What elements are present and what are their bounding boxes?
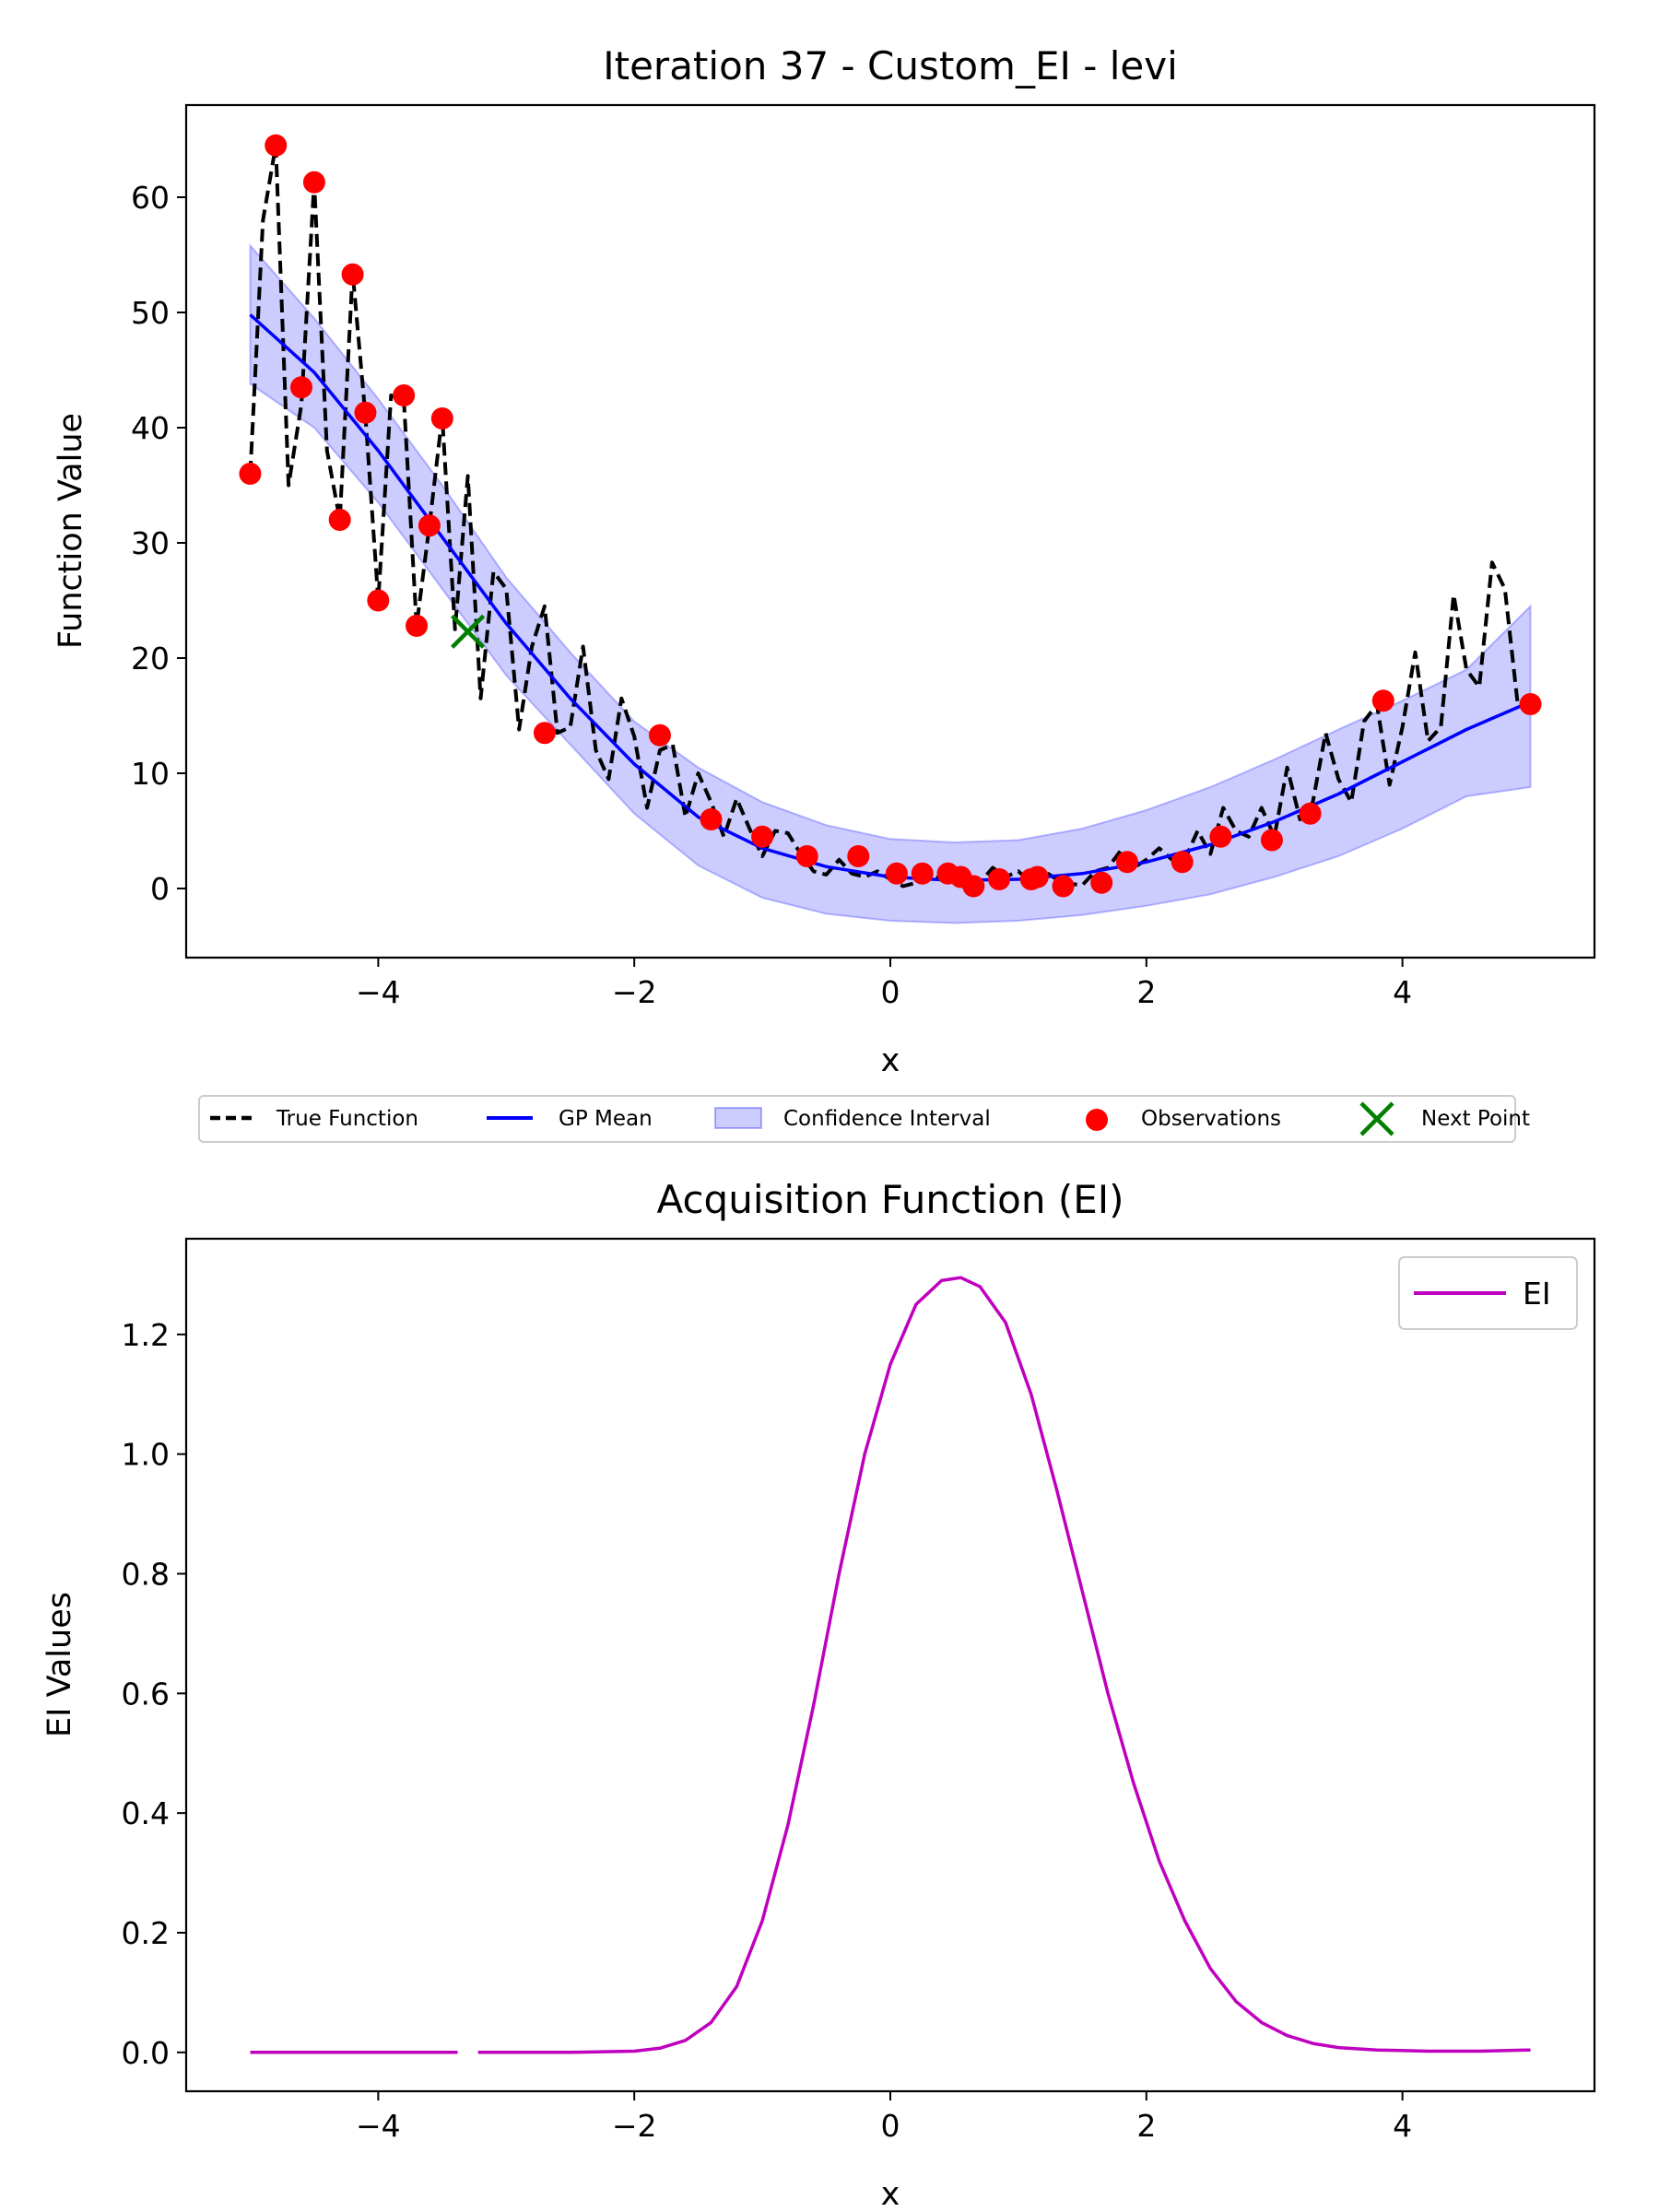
legend-frame — [198, 1095, 1516, 1143]
top-x-tick-label: −4 — [356, 974, 401, 1010]
legend-ei-label: EI — [1523, 1276, 1551, 1312]
observation-point — [1260, 829, 1283, 852]
top-plot: Iteration 37 - Custom_EI - levi −4 −2 0 2 4 … — [53, 43, 1596, 1079]
bottom-x-tick-label: −2 — [612, 2108, 657, 2144]
bottom-x-tick-label: 4 — [1393, 2108, 1412, 2144]
bottom-y-tick-label: 1.2 — [122, 1317, 170, 1353]
legend-true-function-label: True Function — [276, 1107, 418, 1131]
observation-point — [406, 615, 429, 637]
observation-point — [239, 463, 262, 485]
observation-point — [1519, 693, 1542, 715]
legend-next-point-label: Next Point — [1421, 1107, 1530, 1131]
top-y-tick-label: 20 — [131, 641, 170, 677]
observation-point — [418, 514, 441, 537]
observation-point — [1299, 802, 1322, 825]
top-x-tick-label: 2 — [1136, 974, 1156, 1010]
bottom-x-tick-label: −4 — [356, 2108, 401, 2144]
bottom-x-tick-label: 2 — [1136, 2108, 1156, 2144]
legend-observations-label: Observations — [1141, 1107, 1281, 1131]
top-y-tick-label: 0 — [150, 871, 170, 907]
observation-point — [328, 509, 351, 531]
observation-point — [265, 134, 288, 157]
observation-point — [341, 263, 364, 286]
top-y-tick-label: 40 — [131, 410, 170, 446]
bottom-x-axis-label: x — [881, 2176, 900, 2212]
legend-observations-swatch — [1086, 1109, 1108, 1131]
bottom-x-tick-label: 0 — [881, 2108, 900, 2144]
observation-point — [290, 376, 313, 399]
confidence-interval-band — [249, 242, 1532, 924]
top-legend: True Function GP Mean Confidence Interva… — [198, 1095, 1530, 1143]
observation-point — [700, 808, 723, 830]
observation-point — [1115, 851, 1138, 874]
gp-mean-line — [249, 313, 1532, 883]
observation-point — [885, 862, 908, 885]
observation-point — [1052, 875, 1075, 898]
observation-point — [533, 722, 556, 745]
next-point-stroke — [451, 614, 486, 649]
observation-point — [1209, 825, 1232, 848]
observation-point — [430, 407, 453, 429]
bottom-y-tick-label: 0.4 — [122, 1795, 170, 1831]
top-x-tick-label: 4 — [1393, 974, 1412, 1010]
top-x-axis-label: x — [881, 1042, 900, 1079]
top-x-tick-label: −2 — [612, 974, 657, 1010]
legend-next-point-swatch — [1359, 1101, 1394, 1136]
observation-point — [1171, 851, 1194, 874]
observation-point — [988, 868, 1011, 890]
top-y-tick-label: 10 — [131, 756, 170, 792]
top-y-tick-label: 50 — [131, 295, 170, 331]
observation-point — [1026, 865, 1049, 888]
legend-confidence-label: Confidence Interval — [783, 1107, 991, 1131]
bottom-y-tick-label: 1.0 — [122, 1437, 170, 1473]
bottom-y-tick-label: 0.8 — [122, 1557, 170, 1593]
top-y-tick-label: 30 — [131, 525, 170, 561]
legend-confidence-swatch — [714, 1107, 762, 1129]
bottom-plot-title: Acquisition Function (EI) — [656, 1177, 1124, 1222]
top-x-tick-label: 0 — [881, 974, 900, 1010]
top-y-axis-label: Function Value — [53, 413, 89, 649]
observation-point — [393, 384, 416, 406]
observation-point — [1371, 689, 1394, 712]
observation-point — [751, 825, 774, 848]
bottom-y-tick-label: 0.0 — [122, 2035, 170, 2071]
top-y-tick-label: 60 — [131, 180, 170, 216]
observation-point — [648, 724, 671, 747]
next-point-marker — [451, 614, 486, 649]
bottom-legend: EI — [1398, 1256, 1578, 1330]
observation-point — [911, 862, 934, 885]
observation-point — [962, 875, 985, 898]
observation-point — [1090, 871, 1113, 894]
bottom-y-tick-label: 0.2 — [122, 1915, 170, 1951]
observation-point — [367, 589, 390, 612]
observation-point — [354, 401, 377, 424]
top-plot-title: Iteration 37 - Custom_EI - levi — [603, 43, 1178, 88]
observation-point — [847, 845, 870, 867]
observation-point — [795, 845, 818, 867]
bottom-plot: Acquisition Function (EI) −4 −2 0 2 4 0.0 0.2… — [41, 1177, 1596, 2212]
ei-line — [250, 1276, 1531, 2054]
bottom-y-tick-label: 0.6 — [122, 1676, 170, 1712]
observation-point — [302, 171, 325, 194]
bottom-y-axis-label: EI Values — [41, 1592, 78, 1737]
legend-gp-mean-label: GP Mean — [559, 1107, 653, 1131]
